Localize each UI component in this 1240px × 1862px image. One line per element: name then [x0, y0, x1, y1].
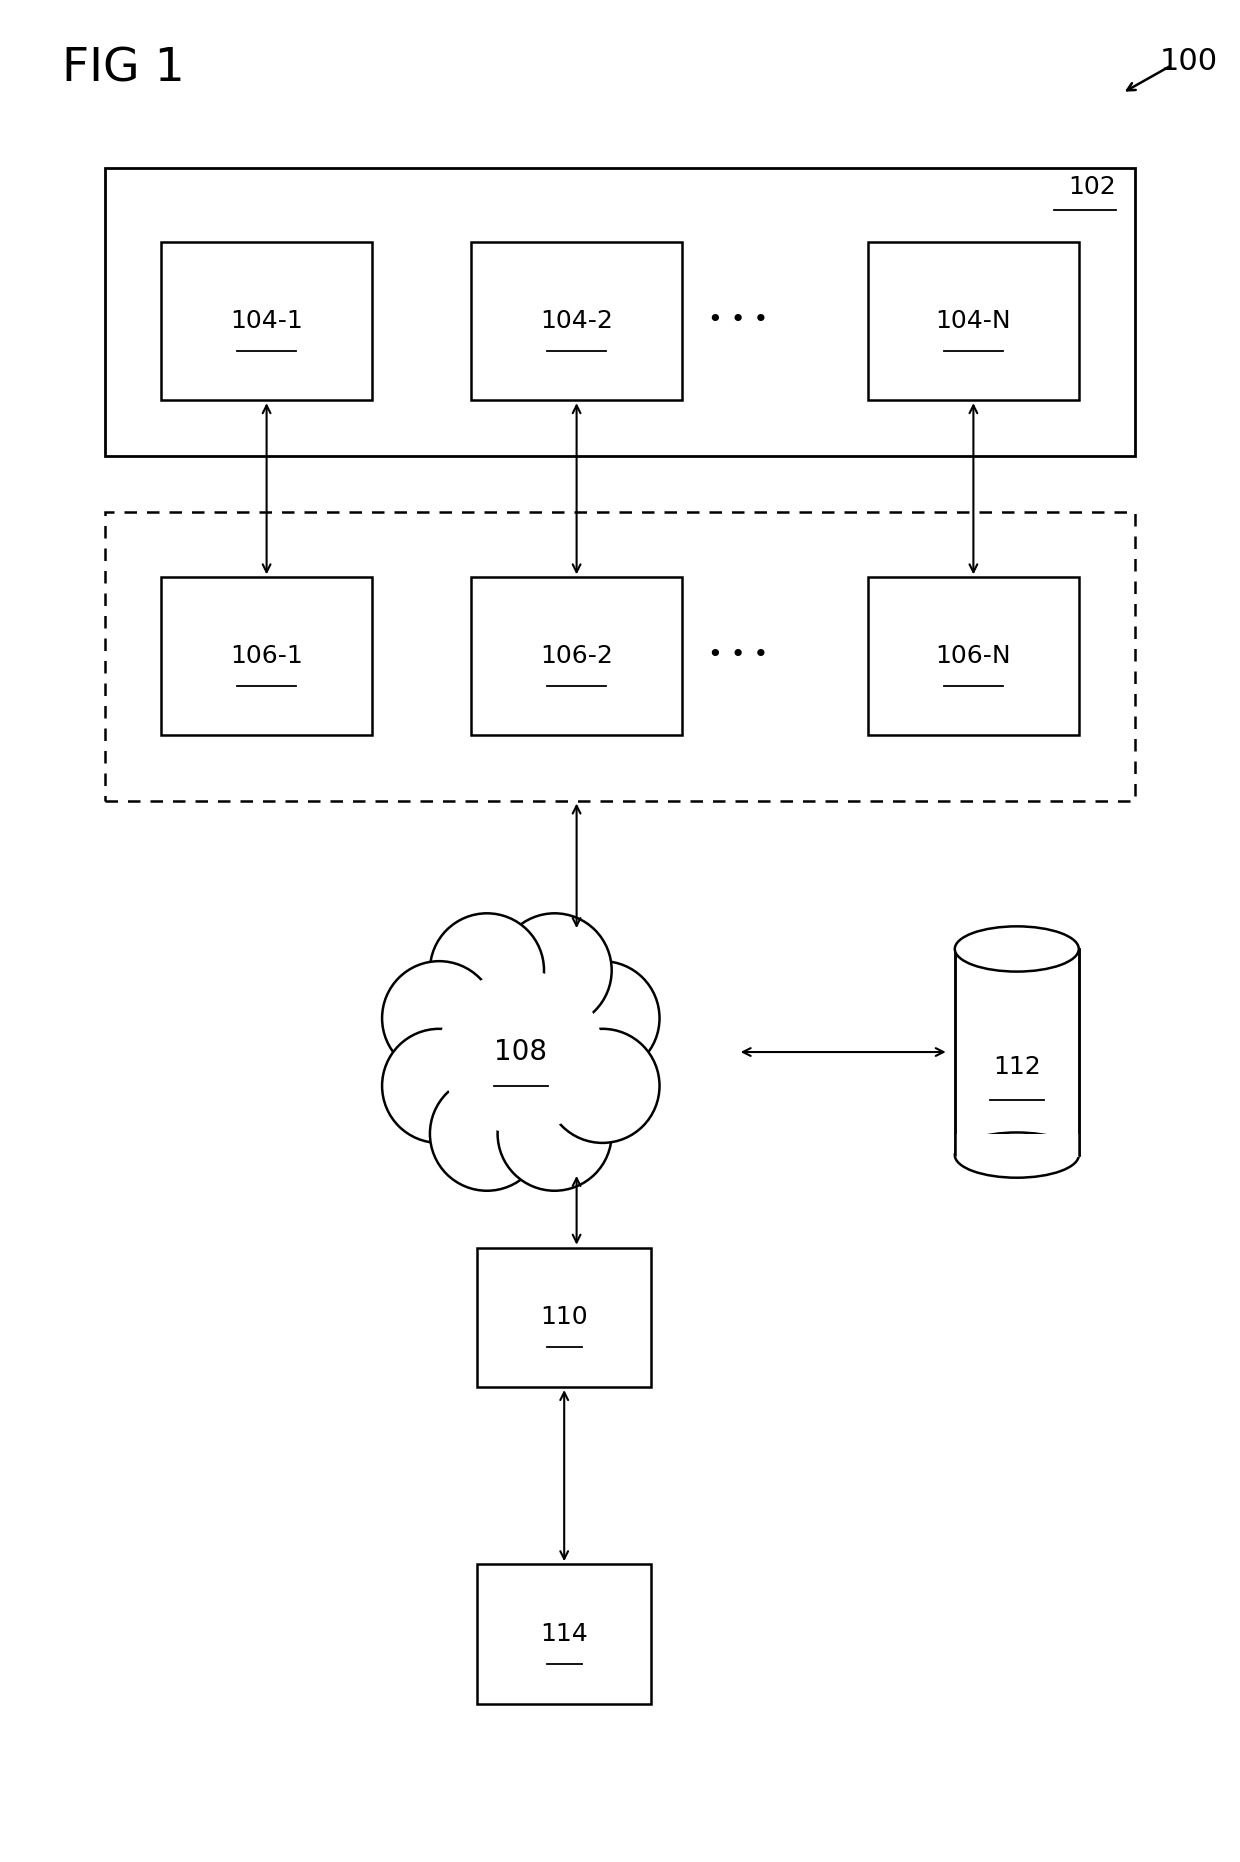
Text: 102: 102	[1068, 175, 1116, 199]
Bar	[161, 242, 372, 400]
Text: FIG 1: FIG 1	[62, 47, 185, 91]
Bar	[161, 577, 372, 735]
Text: 106-1: 106-1	[231, 644, 303, 668]
Text: 100: 100	[1159, 47, 1218, 76]
Ellipse shape	[430, 912, 544, 1028]
Bar	[955, 950, 1079, 1154]
Ellipse shape	[546, 1030, 660, 1143]
Bar	[955, 1134, 1079, 1156]
Text: • • •: • • •	[708, 309, 768, 331]
Ellipse shape	[497, 912, 611, 1028]
Text: 104-N: 104-N	[936, 309, 1011, 333]
Bar	[477, 1248, 651, 1387]
Text: 104-1: 104-1	[231, 309, 303, 333]
Ellipse shape	[955, 1132, 1079, 1179]
Text: 104-2: 104-2	[541, 309, 613, 333]
Ellipse shape	[439, 970, 603, 1134]
Circle shape	[420, 903, 621, 1203]
Bar	[477, 1564, 651, 1704]
Text: • • •: • • •	[708, 644, 768, 667]
Bar	[105, 512, 1135, 801]
Bar	[105, 168, 1135, 456]
Bar	[868, 242, 1079, 400]
Text: 112: 112	[993, 1056, 1040, 1078]
Ellipse shape	[382, 961, 496, 1074]
Ellipse shape	[382, 1030, 496, 1143]
Text: 108: 108	[495, 1037, 547, 1067]
Ellipse shape	[497, 1076, 611, 1192]
Text: 114: 114	[541, 1622, 588, 1646]
Bar	[471, 242, 682, 400]
Bar	[471, 577, 682, 735]
Ellipse shape	[955, 927, 1079, 972]
Ellipse shape	[546, 961, 660, 1074]
Text: 110: 110	[541, 1305, 588, 1329]
Bar	[868, 577, 1079, 735]
Text: 106-N: 106-N	[936, 644, 1011, 668]
Text: 106-2: 106-2	[541, 644, 613, 668]
Ellipse shape	[430, 1076, 544, 1192]
